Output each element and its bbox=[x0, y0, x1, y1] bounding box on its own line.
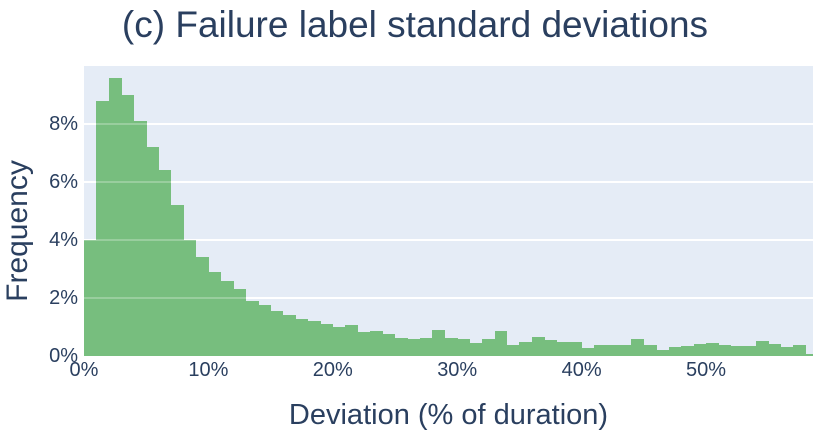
x-axis-label: Deviation (% of duration) bbox=[288, 399, 609, 431]
histogram-bar bbox=[581, 348, 595, 356]
histogram-bar bbox=[718, 345, 732, 356]
histogram-bar bbox=[84, 240, 97, 356]
plot-area bbox=[84, 66, 813, 356]
histogram-bar bbox=[345, 324, 359, 356]
histogram-bar bbox=[96, 100, 110, 356]
histogram-bar bbox=[519, 341, 533, 356]
histogram-bar bbox=[668, 347, 682, 356]
histogram-bar bbox=[693, 343, 707, 356]
histogram-bar bbox=[506, 344, 520, 356]
histogram-bar bbox=[395, 337, 408, 356]
gridline bbox=[84, 239, 813, 241]
y-tick-label: 4% bbox=[49, 229, 78, 251]
histogram-bar bbox=[755, 341, 769, 356]
histogram-bar bbox=[631, 338, 645, 356]
gridline bbox=[84, 181, 813, 183]
histogram-bar bbox=[171, 205, 184, 356]
histogram-bar bbox=[121, 95, 135, 356]
histogram-bar bbox=[332, 327, 346, 356]
gridline-overlay bbox=[84, 123, 813, 125]
histogram-bar bbox=[743, 346, 757, 356]
gridline-overlay bbox=[84, 181, 813, 183]
histogram-bar bbox=[357, 331, 371, 356]
histogram-bar bbox=[482, 339, 495, 356]
histogram-bar bbox=[618, 345, 632, 356]
histogram-bar bbox=[419, 337, 433, 356]
histogram-bar bbox=[108, 77, 122, 356]
histogram-bar bbox=[444, 338, 458, 356]
histogram-bar bbox=[469, 343, 483, 356]
histogram-bar bbox=[531, 337, 545, 356]
histogram-bar bbox=[183, 240, 197, 356]
y-tick-label: 2% bbox=[49, 287, 78, 309]
histogram-bar bbox=[370, 330, 383, 356]
histogram-bar bbox=[195, 257, 209, 356]
histogram-bar bbox=[681, 346, 694, 356]
histogram-bar bbox=[457, 339, 471, 356]
histogram-bar bbox=[220, 280, 234, 356]
histogram-bar bbox=[407, 339, 421, 356]
chart-title: (c) Failure label standard deviations bbox=[121, 4, 709, 45]
histogram-bar bbox=[320, 323, 334, 356]
x-tick-label: 30% bbox=[437, 359, 478, 381]
y-tick-label: 6% bbox=[49, 171, 78, 193]
histogram-bar bbox=[556, 342, 570, 356]
gridline-overlay bbox=[84, 297, 813, 299]
histogram-bar bbox=[307, 321, 321, 356]
histogram-bar bbox=[245, 300, 259, 356]
histogram-bar bbox=[283, 314, 296, 356]
histogram-bar bbox=[730, 346, 744, 356]
histogram-bar bbox=[382, 333, 396, 356]
gridline bbox=[84, 297, 813, 299]
histogram-bar bbox=[594, 344, 607, 356]
gridline-overlay bbox=[84, 239, 813, 241]
histogram-bar bbox=[146, 147, 160, 356]
histogram-bar bbox=[606, 345, 620, 356]
histogram-bar bbox=[158, 170, 172, 356]
histogram-bar bbox=[432, 330, 446, 356]
x-tick-label: 10% bbox=[188, 359, 229, 381]
y-tick-label: 8% bbox=[49, 113, 78, 135]
histogram-bar bbox=[793, 344, 806, 356]
histogram-bar bbox=[233, 289, 247, 356]
histogram-bar bbox=[544, 340, 558, 356]
x-tick-label: 50% bbox=[685, 359, 727, 381]
histogram-bar bbox=[656, 350, 670, 356]
x-tick-label: 40% bbox=[561, 359, 602, 381]
histogram-bar bbox=[258, 305, 271, 356]
histogram-bar bbox=[780, 347, 794, 356]
histogram-bar bbox=[768, 343, 782, 356]
histogram-bar bbox=[208, 271, 222, 356]
x-tick-label: 0% bbox=[69, 359, 99, 381]
histogram-bar bbox=[706, 342, 719, 356]
histogram-bar bbox=[569, 342, 582, 356]
histogram-bar bbox=[133, 121, 147, 356]
gridline bbox=[84, 123, 813, 125]
histogram-bar bbox=[805, 353, 813, 356]
histogram-bar bbox=[643, 344, 657, 356]
x-tick-label: 20% bbox=[312, 359, 353, 381]
y-tick-label: 0% bbox=[49, 345, 78, 367]
histogram-bar bbox=[494, 331, 508, 356]
histogram-bar bbox=[295, 319, 309, 356]
histogram-bar bbox=[270, 311, 284, 356]
